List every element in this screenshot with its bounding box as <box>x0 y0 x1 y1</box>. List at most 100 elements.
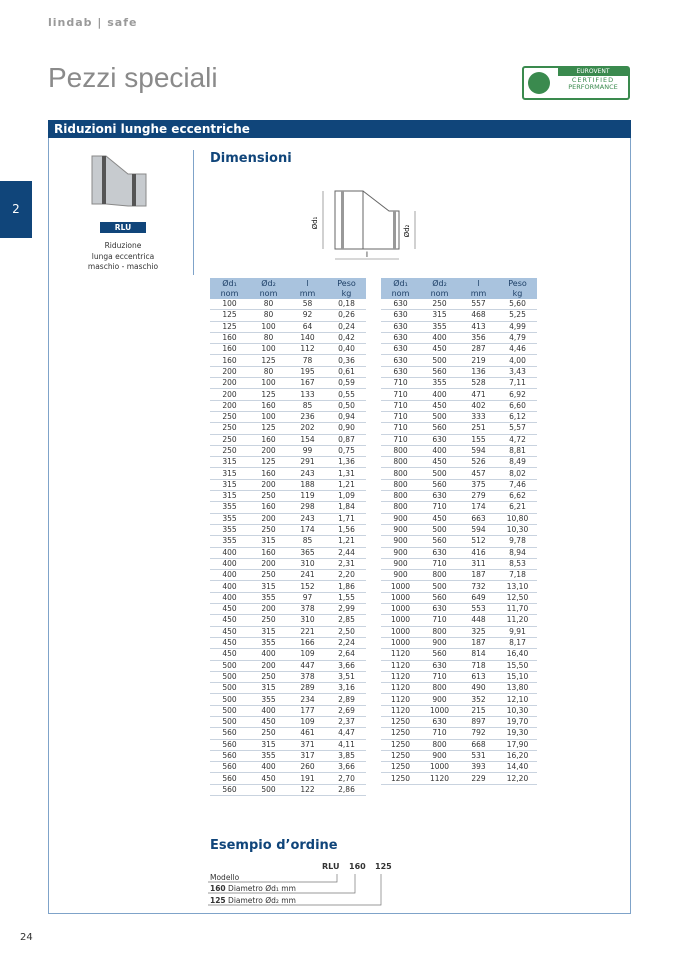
table-cell: 710 <box>381 434 420 446</box>
table-cell: 2,86 <box>327 784 366 797</box>
table-cell: 0,50 <box>327 400 366 412</box>
table-cell: 528 <box>459 377 498 390</box>
table-cell: 160 <box>249 434 288 446</box>
table-cell: 234 <box>288 693 327 706</box>
table-cell: 450 <box>210 614 249 627</box>
table-cell: 375 <box>459 479 498 492</box>
table-cell: 1,21 <box>327 535 366 548</box>
table-row: 400 315 152 1,86 <box>210 580 366 593</box>
table-cell: 710 <box>420 671 459 684</box>
table-cell: 0,26 <box>327 309 366 322</box>
table-cell: 2,70 <box>327 772 366 785</box>
header-cell: Peso <box>327 278 366 289</box>
table-cell: 6,21 <box>498 501 537 514</box>
table-cell: 393 <box>459 761 498 774</box>
table-cell: 100 <box>249 343 288 356</box>
table-cell: 1000 <box>420 761 459 774</box>
table-cell: 450 <box>249 716 288 729</box>
table-row: 710 355 528 7,11 <box>381 377 537 390</box>
table-cell: 900 <box>381 513 420 525</box>
table-cell: 800 <box>420 739 459 751</box>
table-cell: 8,49 <box>498 456 537 469</box>
table-cell: 560 <box>210 761 249 774</box>
table-cell: 1,36 <box>327 456 366 469</box>
table-cell: 187 <box>459 637 498 650</box>
table-cell: 3,85 <box>327 750 366 763</box>
table-cell: 2,20 <box>327 569 366 582</box>
table-cell: 155 <box>459 434 498 446</box>
table-row: 500 200 447 3,66 <box>210 660 366 672</box>
table-cell: 310 <box>288 614 327 627</box>
table-row: 1250 800 668 17,90 <box>381 739 537 751</box>
table-cell: 450 <box>249 772 288 785</box>
caption-line: maschio - maschio <box>87 262 159 271</box>
table-cell: 1,21 <box>327 479 366 492</box>
table-cell: 355 <box>210 524 249 537</box>
dimensions-title: Dimensioni <box>210 151 292 166</box>
order-connectors <box>208 874 382 906</box>
header-cell: l <box>459 278 498 289</box>
table-row: 1000 630 553 11,70 <box>381 603 537 616</box>
table-cell: 800 <box>381 467 420 480</box>
table-cell: 512 <box>459 535 498 548</box>
table-cell: 1,09 <box>327 490 366 503</box>
table-cell: 710 <box>420 558 459 571</box>
table-row: 315 200 188 1,21 <box>210 479 366 492</box>
table-cell: 1000 <box>420 705 459 717</box>
table-row: 560 400 260 3,66 <box>210 761 366 774</box>
table-cell: 448 <box>459 614 498 627</box>
table-cell: 58 <box>288 299 327 311</box>
table-row: 1120 710 613 15,10 <box>381 671 537 684</box>
table-cell: 630 <box>420 603 459 616</box>
table-cell: 355 <box>249 592 288 605</box>
order-code: RLU <box>322 862 340 871</box>
table-cell: 897 <box>459 716 498 729</box>
table-cell: 315 <box>249 682 288 695</box>
table-cell: 413 <box>459 321 498 333</box>
table-row: 250 125 202 0,90 <box>210 422 366 435</box>
table-cell: 6,60 <box>498 400 537 412</box>
table-row: 355 315 85 1,21 <box>210 535 366 548</box>
table-cell: 100 <box>249 411 288 424</box>
table-cell: 85 <box>288 400 327 412</box>
table-cell: 1000 <box>381 626 420 638</box>
table-row: 710 500 333 6,12 <box>381 411 537 424</box>
table-cell: 200 <box>210 400 249 412</box>
table-cell: 0,61 <box>327 366 366 379</box>
order-line: Modello <box>210 873 240 882</box>
table-row: 800 710 174 6,21 <box>381 501 537 514</box>
table-row: 560 250 461 4,47 <box>210 727 366 740</box>
table-cell: 85 <box>288 535 327 548</box>
header-cell: kg <box>498 288 537 299</box>
table-cell: 152 <box>288 580 327 593</box>
table-cell: 140 <box>288 332 327 345</box>
table-cell: 500 <box>210 671 249 684</box>
section-frame <box>48 138 631 914</box>
table-cell: 125 <box>249 388 288 401</box>
table-cell: 100 <box>249 321 288 333</box>
section-bar: Riduzioni lunghe eccentriche <box>48 120 631 138</box>
table-row: 400 355 97 1,55 <box>210 592 366 605</box>
order-value: 125 <box>210 896 226 905</box>
table-cell: 900 <box>381 558 420 571</box>
caption: Riduzione lunga eccentrica maschio - mas… <box>73 241 173 273</box>
header-row: nom nom mm kg <box>381 288 537 299</box>
table-row: 1120 560 814 16,40 <box>381 648 537 661</box>
table-cell: 16,20 <box>498 750 537 763</box>
table-cell: 0,40 <box>327 343 366 356</box>
table-cell: 400 <box>249 648 288 661</box>
table-cell: 0,24 <box>327 321 366 333</box>
table-cell: 355 <box>210 535 249 548</box>
table-cell: 243 <box>288 467 327 480</box>
table-cell: 250 <box>420 299 459 311</box>
table-cell: 160 <box>210 343 249 356</box>
table-cell: 12,20 <box>498 772 537 785</box>
table-cell: 800 <box>381 445 420 458</box>
order-code: 160 <box>349 862 366 871</box>
header-cell: Ød₂ <box>249 278 288 289</box>
table-cell: 630 <box>420 547 459 559</box>
table-row: 315 125 291 1,36 <box>210 456 366 469</box>
table-cell: 710 <box>381 377 420 390</box>
table-cell: 0,59 <box>327 377 366 390</box>
table-row: 1000 710 448 11,20 <box>381 614 537 627</box>
